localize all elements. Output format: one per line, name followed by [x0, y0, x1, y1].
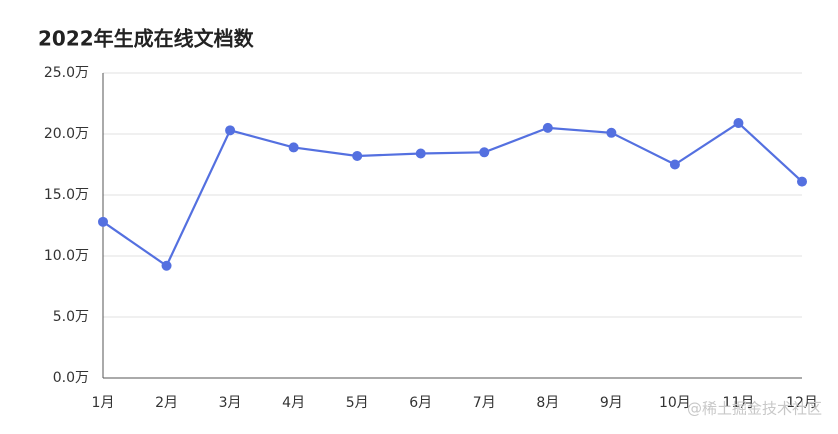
point: [733, 118, 744, 129]
watermark: @稀土掘金技术社区: [687, 400, 822, 418]
point: [352, 150, 363, 161]
point: [98, 216, 108, 227]
point: [161, 260, 172, 271]
y-tick-label: 0.0万: [53, 370, 89, 386]
y-tick-label: 10.0万: [44, 248, 89, 264]
point: [669, 159, 680, 170]
x-tick-label: 4月: [282, 395, 305, 411]
x-tick-label: 10月: [659, 395, 691, 411]
x-tick-label: 8月: [536, 395, 559, 411]
point: [479, 147, 490, 158]
point: [225, 125, 236, 136]
x-tick-label: 7月: [473, 395, 496, 411]
point: [288, 142, 299, 153]
chart-title: 2022年生成在线文档数: [38, 27, 255, 51]
y-tick-label: 15.0万: [44, 187, 89, 203]
y-tick-label: 5.0万: [53, 309, 89, 325]
y-tick-label: 25.0万: [44, 65, 89, 81]
x-tick-label: 9月: [600, 395, 623, 411]
point: [797, 176, 807, 187]
point: [606, 127, 617, 138]
x-tick-label: 1月: [92, 395, 115, 411]
line: [102, 121, 803, 268]
point: [415, 148, 426, 159]
x-tick-label: 3月: [219, 395, 242, 411]
x-tick-label: 12月: [786, 395, 818, 411]
point: [542, 122, 553, 133]
x-tick-label: 2月: [155, 395, 178, 411]
x-tick-label: 5月: [346, 395, 369, 411]
x-tick-label: 11月: [723, 395, 755, 411]
x-tick-label: 6月: [409, 395, 432, 411]
y-tick-label: 20.0万: [44, 126, 89, 142]
